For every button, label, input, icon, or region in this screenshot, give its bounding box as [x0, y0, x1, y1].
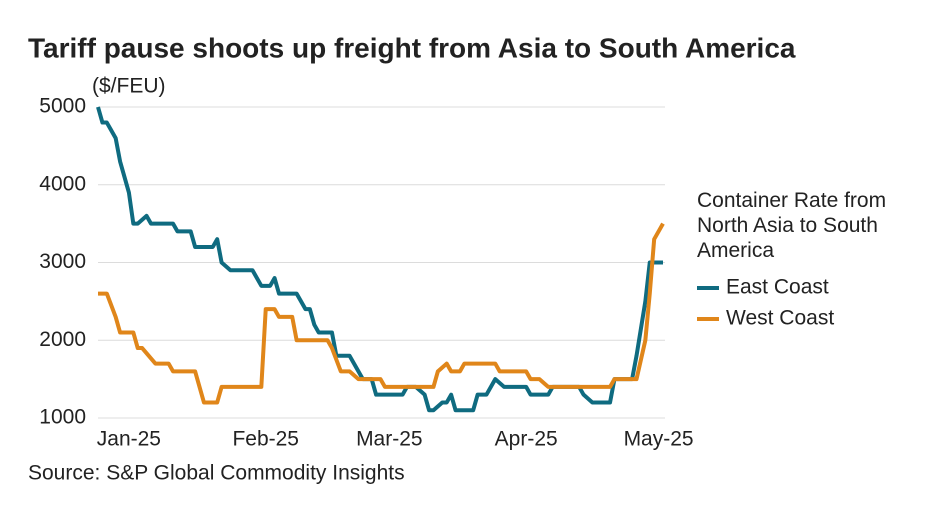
y-tick-label: 3000	[39, 250, 86, 273]
y-tick-label: 5000	[39, 95, 86, 118]
line	[98, 222, 665, 405]
x-tick-label: Feb-25	[232, 428, 299, 451]
y-axis-unit: ($/FEU)	[92, 75, 166, 98]
source: Source: S&P Global Commodity Insights	[28, 462, 405, 485]
legend-label: East Coast	[726, 276, 829, 299]
x-tick-label: Mar-25	[356, 428, 423, 451]
y-tick-label: 2000	[39, 328, 86, 351]
x-tick-label: Jan-25	[97, 428, 161, 451]
chart-title: Tariff pause shoots up freight from Asia…	[28, 32, 796, 63]
legend-label: West Coast	[726, 307, 834, 330]
y-tick-label: 1000	[39, 406, 86, 429]
x-tick-label: Apr-25	[495, 428, 558, 451]
line	[96, 106, 663, 413]
y-tick-label: 4000	[39, 172, 86, 195]
x-tick-label: May-25	[624, 428, 694, 451]
legend-title: Container Rate from North Asia to South …	[697, 189, 887, 262]
